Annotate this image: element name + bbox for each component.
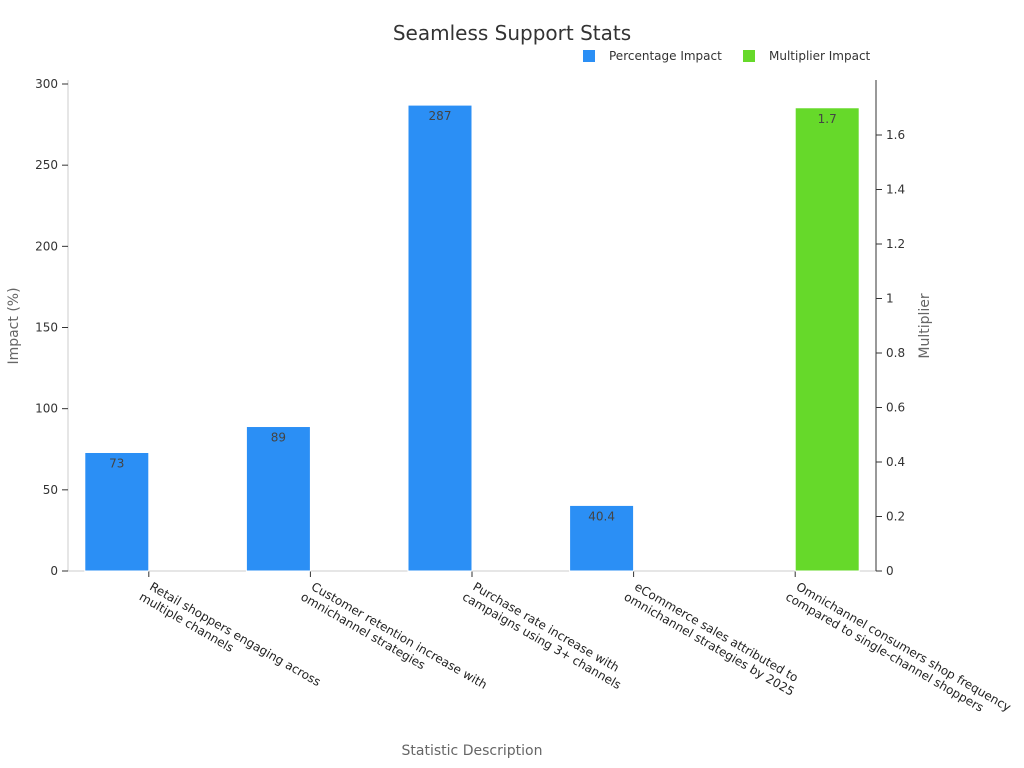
y-left-tick-label: 0 [50, 564, 58, 578]
plot-area: 0 50 100 150 200 250 300 0 0.2 0.4 0.6 0.8 1 1.2 1.4 1.… [35, 77, 1014, 715]
y-right-tick-label: 0.2 [886, 510, 905, 524]
legend-swatch [583, 50, 595, 62]
x-axis-title: Statistic Description [402, 743, 543, 759]
x-tick-label: eCommerce sales attributed toomnichannel… [622, 579, 801, 699]
y-left-tick-label: 150 [35, 321, 58, 335]
legend-label: Multiplier Impact [769, 49, 871, 63]
y-axis-left-title: Impact (%) [6, 287, 22, 364]
y-right-tick-label: 0 [886, 564, 894, 578]
bar-value-label: 287 [429, 109, 452, 123]
x-tick-label: Omnichannel consumers shop frequencycomp… [783, 579, 1014, 715]
x-tick-label: Customer retention increase withomnichan… [298, 579, 489, 691]
bar-value-label: 73 [109, 456, 124, 470]
x-tick-label-line: Purchase rate increase with [471, 579, 622, 674]
y-left-tick-label: 50 [43, 483, 58, 497]
bar [569, 504, 635, 572]
y-right-tick-label: 0.8 [886, 346, 905, 360]
legend-label: Percentage Impact [609, 49, 722, 63]
bar [245, 426, 311, 572]
x-tick-label-line: compared to single-channel shoppers [783, 590, 986, 715]
y-right-tick-label: 1 [886, 292, 894, 306]
y-right-tick-label: 1.6 [886, 128, 905, 142]
legend: Percentage Impact Multiplier Impact [583, 49, 871, 63]
legend-swatch [743, 50, 755, 62]
bar [84, 451, 150, 572]
y-left-tick-label: 200 [35, 239, 58, 253]
x-tick-label-line: Omnichannel consumers shop frequency [794, 579, 1014, 714]
y-left-tick-label: 100 [35, 402, 58, 416]
bar-value-label: 1.7 [818, 112, 837, 126]
y-right-tick-label: 0.4 [886, 455, 905, 469]
y-left-tick-label: 300 [35, 77, 58, 91]
x-tick-label: Retail shoppers engaging acrossmultiple … [137, 579, 323, 689]
chart-title: Seamless Support Stats [393, 21, 631, 45]
y-right-tick-label: 1.4 [886, 183, 905, 197]
x-tick-label-line: omnichannel strategies by 2025 [622, 590, 797, 699]
x-tick-label-line: eCommerce sales attributed to [632, 579, 801, 684]
bar [407, 104, 473, 572]
y-axis-right-title: Multiplier [917, 293, 933, 359]
y-right-tick-label: 1.2 [886, 237, 905, 251]
y-left-tick-label: 250 [35, 158, 58, 172]
x-tick-label-line: Retail shoppers engaging across [147, 579, 323, 689]
bar-value-label: 89 [271, 431, 286, 445]
bar-value-label: 40.4 [588, 509, 615, 523]
y-right-tick-label: 0.6 [886, 401, 905, 415]
x-tick-label-line: omnichannel strategies [298, 590, 427, 673]
bar [794, 107, 860, 572]
